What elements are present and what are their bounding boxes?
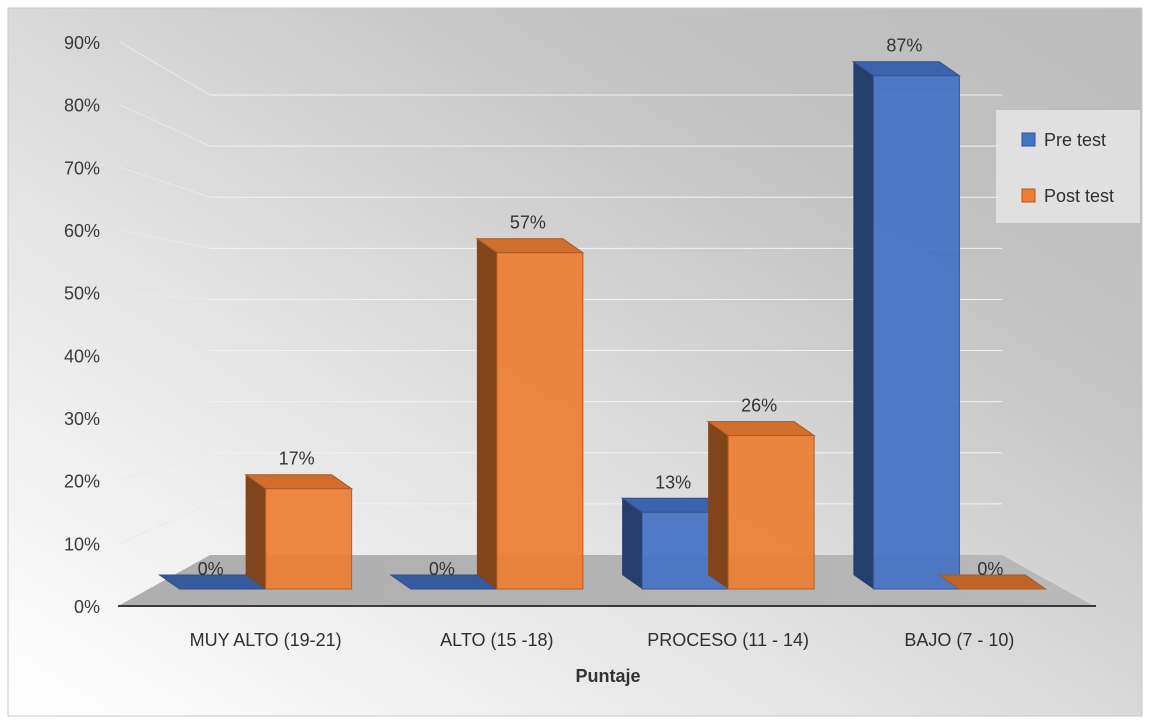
legend-swatch-post-test xyxy=(1021,188,1036,203)
bar-pre-test-2-side xyxy=(622,498,643,589)
data-label: 26% xyxy=(741,396,777,416)
bars xyxy=(158,61,1047,590)
y-tick-label: 80% xyxy=(64,96,100,116)
legend-box xyxy=(996,110,1140,223)
y-tick-label: 30% xyxy=(64,409,100,429)
gridline-diagonal xyxy=(119,350,211,356)
bar-pre-test-3 xyxy=(851,61,961,590)
chart-floor xyxy=(120,555,1092,605)
y-tick-label: 10% xyxy=(64,534,100,554)
data-labels: 0% 17% 0% 57% 13% 26% 87% 0% xyxy=(198,36,1004,579)
category-label: PROCESO (11 - 14) xyxy=(647,630,809,650)
data-label: 87% xyxy=(886,36,922,56)
data-label: 0% xyxy=(198,559,224,579)
y-tick-label: 90% xyxy=(64,33,100,53)
bar-post-test-1 xyxy=(475,238,585,590)
bar-post-test-0 xyxy=(244,474,354,590)
bar-post-test-0-front xyxy=(265,488,353,590)
y-tick-label: 70% xyxy=(64,158,100,178)
gridline-diagonal xyxy=(119,41,211,96)
gridline-diagonal xyxy=(119,452,211,482)
gridline-diagonal xyxy=(119,166,211,198)
data-label: 17% xyxy=(279,449,315,469)
y-axis-ticks: 0% 10% 20% 30% 40% 50% 60% 70% 80% 90% xyxy=(64,33,100,617)
bar-post-test-3-top xyxy=(937,574,1047,590)
bar-post-test-2-front xyxy=(727,435,815,590)
bar-post-test-0-side xyxy=(245,474,266,589)
gridline-diagonal xyxy=(119,401,211,419)
legend-label-pre-test: Pre test xyxy=(1044,130,1106,150)
bar-post-test-1-side xyxy=(476,238,497,589)
bar-pre-test-3-front xyxy=(872,75,960,590)
category-label: MUY ALTO (19-21) xyxy=(190,630,342,650)
gridline-diagonal xyxy=(119,229,211,249)
data-label: 13% xyxy=(655,472,691,492)
y-tick-label: 60% xyxy=(64,221,100,241)
bar-pre-test-3-side xyxy=(853,61,874,589)
data-label: 57% xyxy=(510,213,546,233)
category-label: ALTO (15 -18) xyxy=(440,630,553,650)
legend: Pre test Post test xyxy=(996,110,1140,223)
x-axis-title: Puntaje xyxy=(575,666,640,686)
y-tick-label: 20% xyxy=(64,472,100,492)
gridline-diagonal xyxy=(119,104,211,147)
data-label: 0% xyxy=(977,559,1003,579)
legend-label-post-test: Post test xyxy=(1044,186,1114,206)
data-label: 0% xyxy=(429,559,455,579)
category-label: BAJO (7 - 10) xyxy=(904,630,1014,650)
legend-swatch-pre-test xyxy=(1021,132,1036,147)
bar-post-test-1-front xyxy=(496,252,584,590)
gridline-diagonal xyxy=(119,292,211,300)
y-tick-label: 50% xyxy=(64,284,100,304)
bar-post-test-2-side xyxy=(708,421,729,589)
y-tick-label: 0% xyxy=(74,597,100,617)
gridline-diagonal xyxy=(119,503,211,544)
y-tick-label: 40% xyxy=(64,346,100,366)
bar-post-test-2 xyxy=(706,421,816,590)
category-labels: MUY ALTO (19-21) ALTO (15 -18) PROCESO (11… xyxy=(190,630,1015,650)
bar-post-test-3 xyxy=(937,574,1047,590)
